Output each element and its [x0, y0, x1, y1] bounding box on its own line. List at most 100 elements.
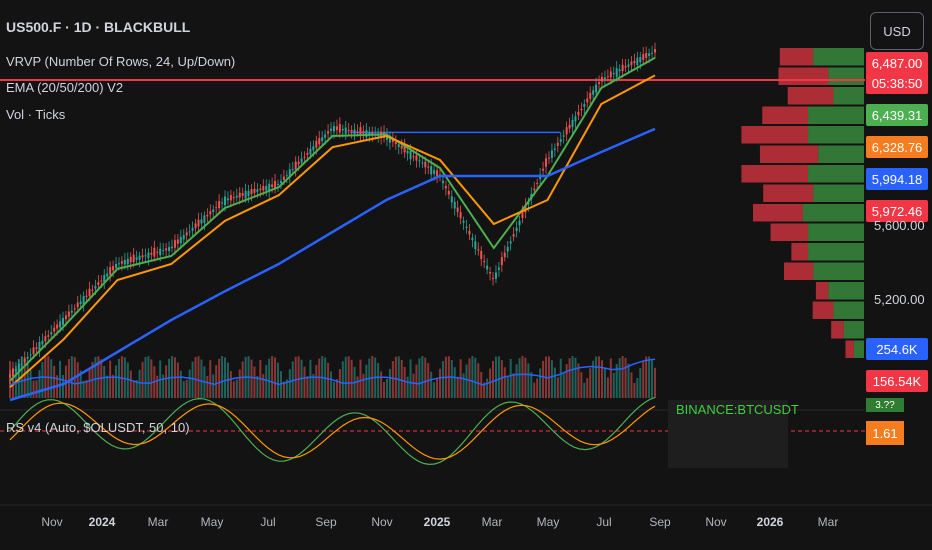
candle-body-43	[135, 257, 138, 260]
volume-bar-150	[450, 359, 453, 398]
candle-body-50	[156, 251, 159, 253]
volume-bar-127	[383, 381, 386, 398]
indicator-volume[interactable]: Vol · Ticks	[6, 107, 66, 122]
candle-body-25	[82, 295, 85, 305]
volume-bar-165	[494, 356, 497, 398]
candle-body-89	[271, 184, 274, 188]
candle-body-175	[524, 204, 527, 213]
volume-profile-up-11	[813, 262, 864, 280]
series-line-ema-20	[9, 56, 656, 382]
volume-bar-94	[285, 379, 288, 398]
volume-bar-140	[421, 356, 424, 398]
candle-body-211	[630, 61, 633, 66]
volume-bar-209	[624, 357, 627, 398]
volume-bar-167	[500, 360, 503, 398]
volume-bar-76	[232, 381, 235, 398]
volume-bar-138	[415, 364, 418, 398]
volume-bar-78	[238, 369, 241, 398]
indicator-ema[interactable]: EMA (20/50/200) V2	[6, 80, 124, 95]
candle-body-34	[109, 267, 112, 275]
volume-bar-195	[583, 382, 586, 398]
candle-body-70	[215, 207, 218, 209]
volume-bar-196	[586, 378, 589, 398]
candle-body-117	[353, 129, 356, 134]
volume-bar-184	[550, 360, 553, 398]
candle-body-174	[521, 212, 524, 219]
candle-body-42	[132, 254, 135, 263]
currency-button[interactable]: USD	[870, 12, 924, 50]
rs-indicator-title[interactable]: RS v4 (Auto, $OLUSDT, 50, 10)	[6, 420, 190, 435]
x-axis-label-0: Nov	[41, 515, 63, 529]
volume-bar-21	[70, 356, 73, 398]
volume-bar-143	[430, 371, 433, 398]
volume-profile-down-11	[783, 262, 814, 280]
volume-profile-up-15	[853, 340, 864, 358]
symbol-title[interactable]: US500.F · 1D · BLACKBULL	[6, 19, 191, 35]
candle-body-86	[262, 186, 265, 191]
candle-body-184	[550, 150, 553, 158]
volume-bar-189	[565, 364, 568, 398]
volume-bar-71	[218, 358, 221, 398]
candle-body-123	[371, 132, 374, 136]
candle-body-194	[580, 108, 583, 111]
volume-bar-62	[191, 361, 194, 398]
candle-body-65	[200, 219, 203, 224]
candle-body-47	[147, 252, 150, 259]
candle-body-28	[91, 289, 94, 291]
candle-body-206	[615, 68, 618, 77]
candle-body-103	[312, 146, 315, 151]
candle-body-135	[406, 150, 409, 154]
volume-bar-169	[506, 377, 509, 398]
candle-body-199	[595, 84, 598, 93]
candle-body-77	[235, 195, 238, 198]
candle-body-64	[197, 219, 200, 227]
candle-body-92	[279, 180, 282, 183]
volume-profile-down-2	[787, 87, 834, 105]
volume-profile-up-6	[808, 165, 864, 183]
candle-body-134	[403, 145, 406, 153]
candle-body-120	[362, 131, 365, 134]
candle-body-84	[256, 189, 259, 192]
price-tag-3: 6,328.76	[866, 136, 928, 158]
volume-bar-193	[577, 363, 580, 398]
indicator-vrvp[interactable]: VRVP (Number Of Rows, 24, Up/Down)	[6, 54, 236, 69]
volume-bar-57	[176, 362, 179, 398]
candle-body-12	[44, 336, 47, 342]
candle-body-161	[483, 260, 486, 262]
volume-profile-down-4	[741, 126, 809, 144]
candle-body-110	[332, 126, 335, 132]
volume-bar-129	[388, 368, 391, 398]
x-axis-label-1: 2024	[88, 515, 116, 529]
volume-bar-11	[41, 361, 44, 398]
candle-body-26	[85, 295, 88, 297]
volume-bar-101	[306, 376, 309, 398]
volume-bar-97	[294, 356, 297, 398]
candle-body-218	[651, 52, 654, 54]
x-axis-label-2: Mar	[147, 515, 169, 529]
volume-bar-105	[318, 358, 321, 398]
volume-bar-137	[412, 373, 415, 398]
volume-bar-30	[97, 356, 100, 398]
volume-bar-211	[630, 372, 633, 398]
volume-profile-up-3	[808, 106, 864, 124]
volume-profile-down-13	[812, 301, 834, 319]
volume-bar-141	[424, 357, 427, 398]
volume-bar-1	[11, 375, 14, 398]
candle-body-40	[126, 258, 129, 265]
volume-bar-84	[256, 376, 259, 398]
candle-body-190	[568, 124, 571, 129]
volume-bar-208	[621, 356, 624, 398]
candle-body-170	[509, 241, 512, 244]
volume-bar-115	[347, 356, 350, 398]
candle-body-151	[453, 201, 456, 209]
candle-body-159	[477, 249, 480, 251]
candle-body-32	[103, 274, 106, 283]
volume-tag-last: 254.6K	[866, 338, 928, 360]
candle-body-189	[565, 127, 568, 135]
volume-bar-118	[356, 376, 359, 398]
candle-body-205	[612, 72, 615, 74]
candle-body-152	[456, 207, 459, 212]
volume-bar-20	[67, 359, 70, 398]
